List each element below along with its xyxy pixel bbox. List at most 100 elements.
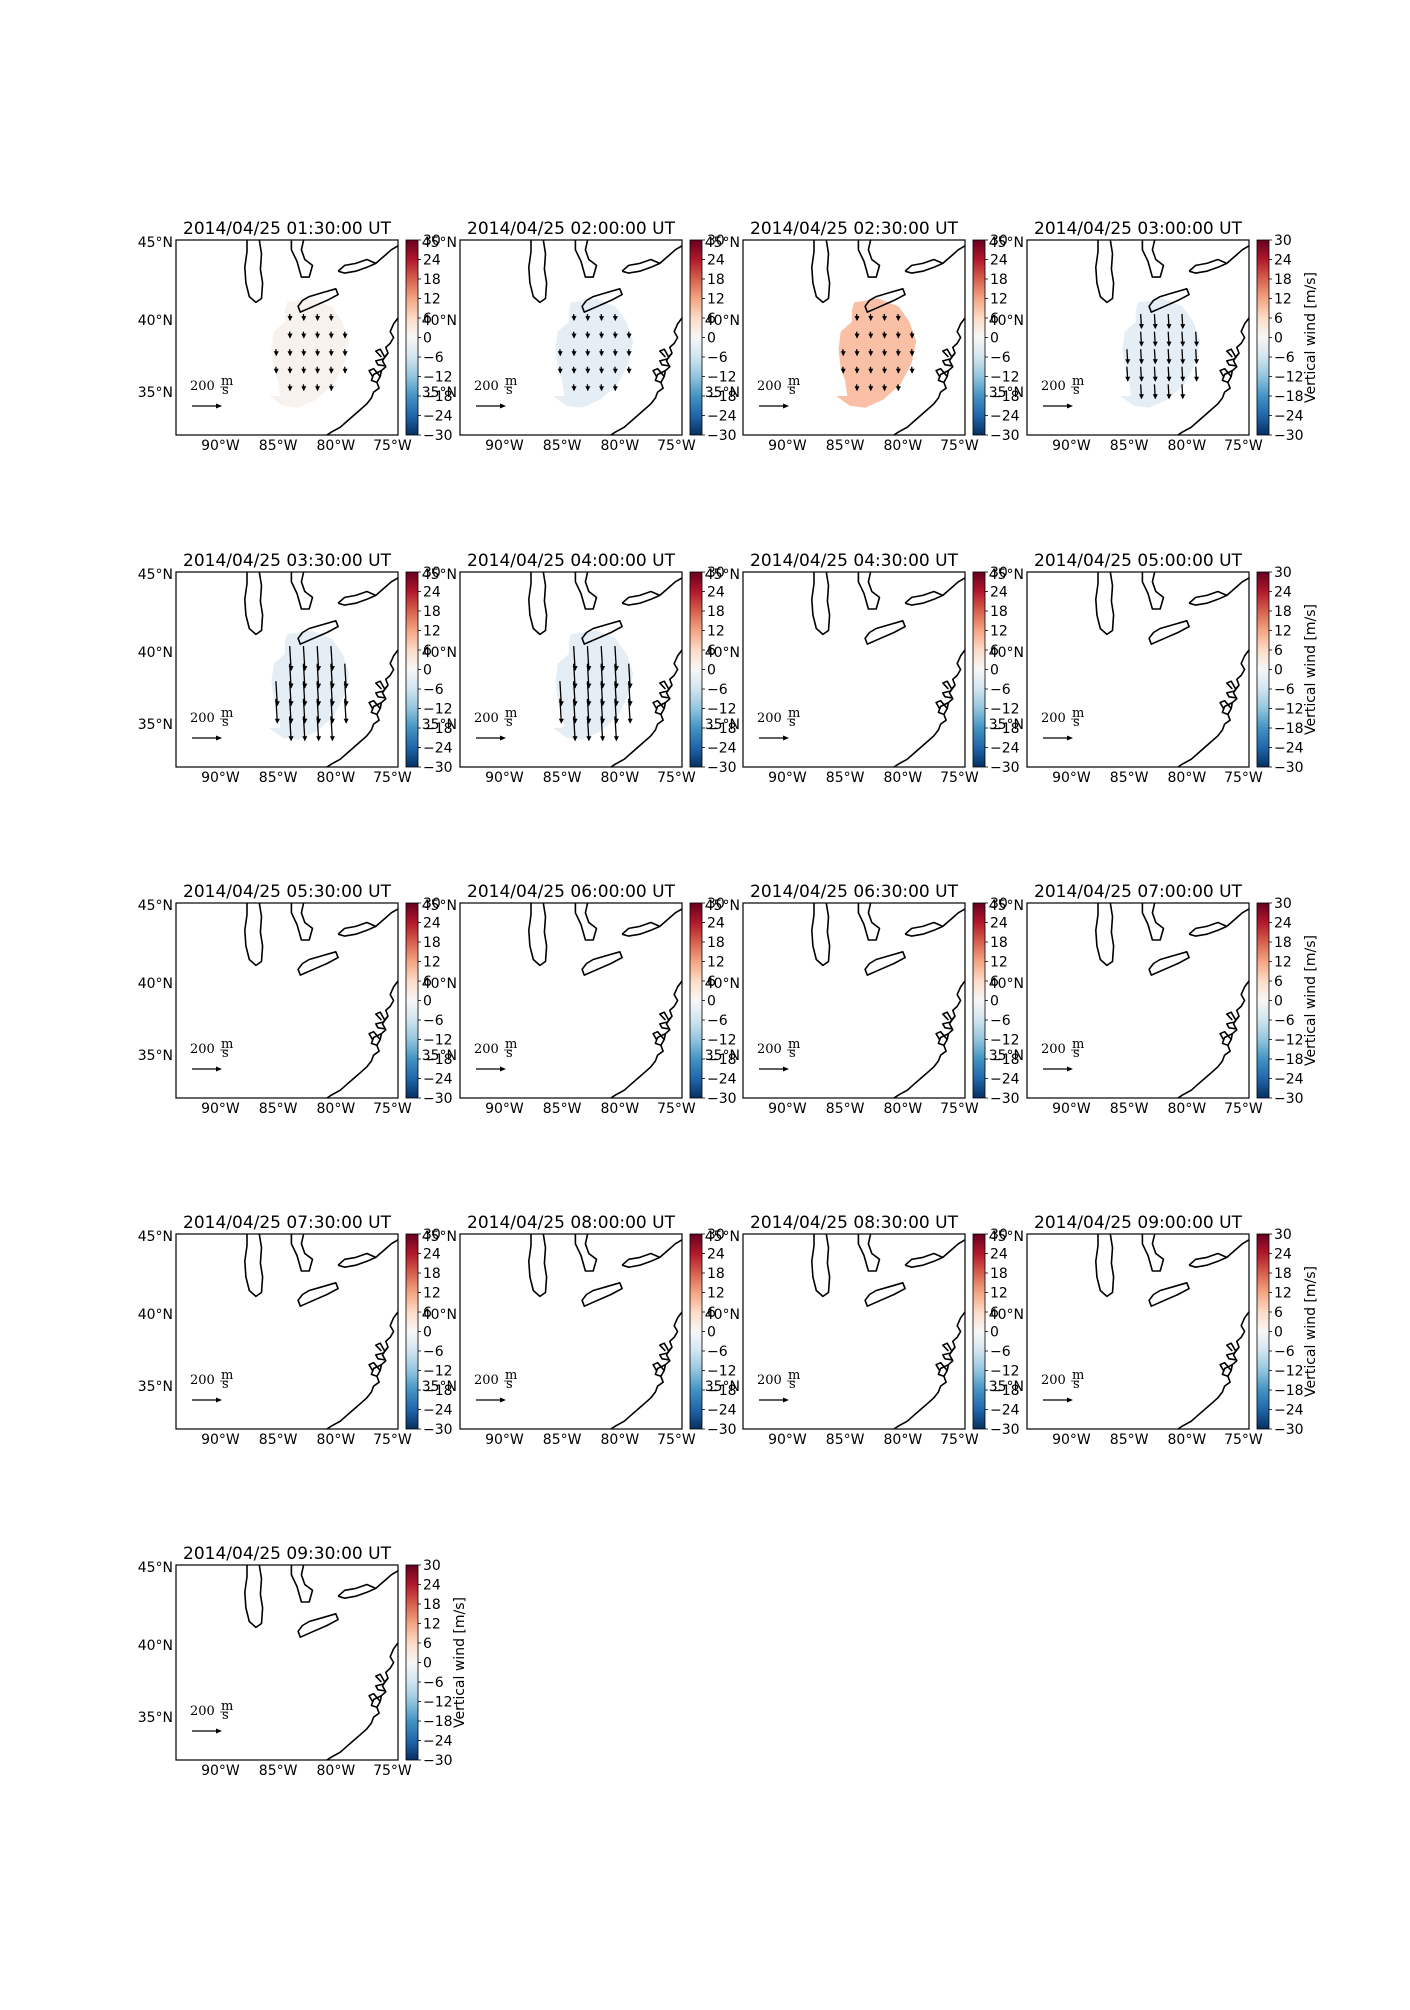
svg-text:s: s	[222, 383, 229, 398]
colorbar-tick-label: −30	[423, 428, 453, 444]
lat-tick-label: 40°N	[422, 313, 457, 329]
lat-tick-label: 40°N	[705, 645, 740, 661]
coastline	[659, 1239, 683, 1259]
coastline	[1226, 1011, 1237, 1021]
coastline	[935, 1030, 948, 1041]
panel-title: 2014/04/25 07:30:00 UT	[183, 1213, 392, 1233]
wind-vector-head	[585, 333, 591, 339]
scale-arrow-head	[783, 735, 789, 741]
colorbar-tick-label: −18	[707, 721, 737, 737]
scale-arrow-label: 200 ms	[190, 1368, 233, 1392]
map-panel: 2014/04/25 02:30:00 UT 45°N 40°N 35°N 90°W 85…	[705, 219, 1020, 454]
svg-text:m: m	[1072, 374, 1084, 389]
coastline	[574, 902, 598, 941]
wind-vector-head	[1139, 324, 1145, 330]
colorbar-tick-label: −24	[707, 741, 737, 757]
wind-vector-head	[557, 368, 563, 374]
lon-tick-label: 90°W	[485, 1101, 524, 1117]
wind-vector-head	[854, 351, 860, 357]
colorbar-tick-label: 6	[423, 1305, 432, 1321]
colorbar-tick-label: 18	[707, 604, 725, 620]
svg-text:m: m	[1072, 1368, 1084, 1383]
svg-text:m: m	[221, 374, 233, 389]
colorbar-tick-label: −12	[707, 702, 737, 718]
coastline	[1226, 245, 1250, 265]
svg-text:m: m	[788, 1037, 800, 1052]
lat-tick-label: 35°N	[989, 717, 1024, 733]
map-frame	[742, 902, 966, 1099]
colorbar-tick-label: −12	[707, 1033, 737, 1049]
coastline	[1188, 921, 1228, 937]
lat-tick-label: 45°N	[705, 898, 740, 914]
svg-text:200: 200	[474, 1373, 499, 1388]
coastline	[904, 590, 944, 606]
wind-vector-head	[840, 351, 846, 357]
lon-tick-label: 85°W	[259, 1101, 298, 1117]
lon-tick-label: 90°W	[768, 438, 807, 454]
svg-text:200: 200	[474, 379, 499, 394]
map-frame	[175, 239, 399, 436]
colorbar-tick-label: −18	[990, 1383, 1020, 1399]
lon-tick-label: 75°W	[373, 1763, 412, 1779]
colorbar-tick-label: −18	[990, 389, 1020, 405]
wind-vector-head	[1166, 394, 1172, 400]
colorbar-tick-label: 18	[423, 1266, 441, 1282]
coastline	[1141, 571, 1165, 610]
svg-text:m: m	[505, 1037, 517, 1052]
coastline	[935, 699, 948, 710]
colorbar-tick-label: 18	[990, 272, 1008, 288]
svg-text:200: 200	[757, 711, 782, 726]
colorbar-tick-label: −6	[707, 350, 728, 366]
svg-text:s: s	[789, 1377, 796, 1392]
coastline	[375, 245, 399, 265]
lon-tick-label: 75°W	[373, 438, 412, 454]
colorbar-tick-label: 6	[1274, 1305, 1283, 1321]
colorbar-tick-label: −24	[423, 1072, 453, 1088]
map-panel: 2014/04/25 07:00:00 UT 45°N 40°N 35°N 90°W 85…	[989, 882, 1319, 1117]
coastline	[621, 258, 661, 274]
colorbar	[689, 571, 703, 768]
scale-arrow-head	[500, 1397, 506, 1403]
lon-tick-label: 80°W	[1168, 1101, 1207, 1117]
coastline	[375, 352, 389, 367]
coastline	[574, 571, 598, 610]
wind-vector-head	[895, 368, 901, 374]
lon-tick-label: 80°W	[1168, 770, 1207, 786]
vertical-wind-field	[836, 298, 917, 408]
coastline	[244, 1564, 264, 1629]
lon-tick-label: 85°W	[259, 438, 298, 454]
lon-tick-label: 80°W	[884, 438, 923, 454]
coastline	[574, 239, 598, 278]
colorbar-tick-label: 18	[1274, 272, 1292, 288]
colorbar-tick-label: 24	[990, 916, 1008, 932]
map-frame	[742, 1233, 966, 1430]
colorbar-label: Vertical wind [m/s]	[1303, 272, 1319, 403]
coastline	[528, 902, 548, 967]
colorbar-tick-label: 18	[1274, 935, 1292, 951]
colorbar	[972, 571, 986, 768]
colorbar-tick-label: −18	[707, 1383, 737, 1399]
colorbar-tick-label: −30	[423, 1753, 453, 1769]
wind-vector-head	[882, 351, 888, 357]
svg-text:200: 200	[474, 711, 499, 726]
svg-text:m: m	[788, 706, 800, 721]
colorbar-tick-label: −12	[423, 1695, 453, 1711]
colorbar-tick-label: −30	[1274, 1091, 1304, 1107]
map-frame	[175, 571, 399, 768]
colorbar-tick-label: −12	[990, 702, 1020, 718]
lat-tick-label: 35°N	[138, 717, 173, 733]
coastline	[297, 1613, 339, 1638]
coastline	[528, 571, 548, 636]
coastline	[1219, 1361, 1232, 1372]
coastline	[659, 680, 670, 690]
svg-text:s: s	[222, 1377, 229, 1392]
map-panel: 2014/04/25 09:00:00 UT 45°N 40°N 35°N 90°W 85…	[989, 1213, 1319, 1448]
lon-tick-label: 80°W	[601, 438, 640, 454]
map-frame	[1026, 239, 1250, 436]
coastline	[652, 1361, 665, 1372]
wind-vector-head	[1180, 376, 1186, 382]
wind-vector-head	[287, 316, 293, 322]
coastline	[375, 1673, 386, 1683]
lon-tick-label: 85°W	[1110, 1101, 1149, 1117]
panel-title: 2014/04/25 05:00:00 UT	[1034, 551, 1243, 571]
